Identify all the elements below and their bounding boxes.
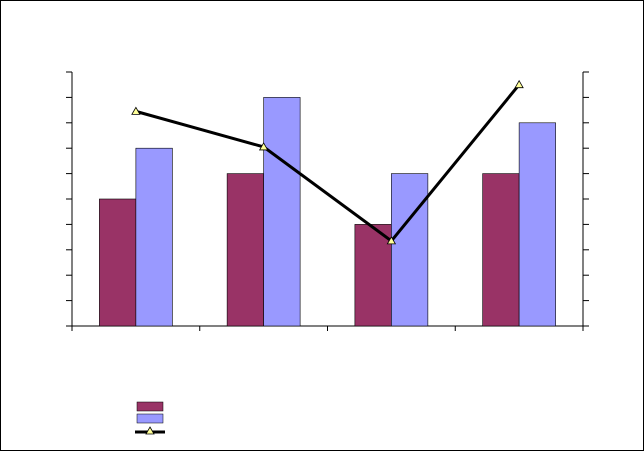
- legend-marker: [145, 426, 155, 435]
- bar: [354, 224, 392, 327]
- marker: [131, 106, 141, 115]
- marker: [386, 236, 397, 245]
- marker: [514, 79, 524, 89]
- bar: [135, 147, 173, 327]
- bar: [226, 173, 264, 327]
- bar: [391, 173, 429, 327]
- line: [135, 83, 521, 243]
- legend-swatch: [136, 401, 164, 412]
- bar: [263, 97, 301, 327]
- bar: [99, 198, 137, 327]
- bar: [518, 122, 556, 327]
- bar: [482, 173, 520, 327]
- marker: [258, 142, 269, 151]
- legend-swatch: [136, 413, 164, 424]
